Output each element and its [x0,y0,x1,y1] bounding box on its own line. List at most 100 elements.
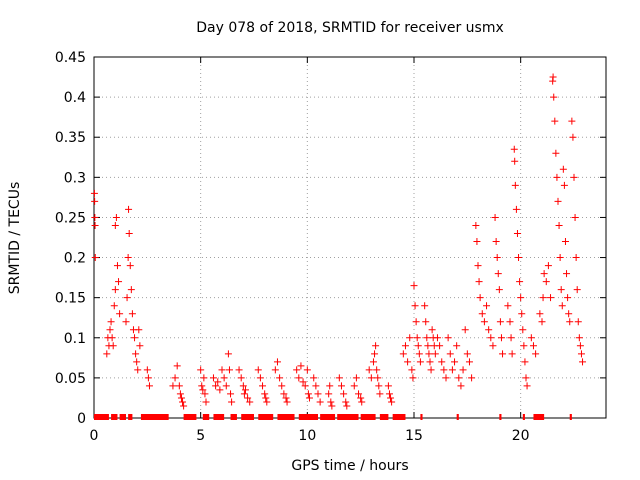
data-point [507,334,515,342]
data-point [91,221,99,229]
data-point [116,310,124,318]
data-point [335,374,343,382]
data-point [433,334,441,342]
data-point [564,294,572,302]
zero-value-markers [202,414,210,420]
data-point [343,402,351,410]
data-point [573,286,581,294]
grid [94,57,606,418]
data-point [325,390,333,398]
data-points [90,73,587,410]
data-point [171,374,179,382]
data-point [549,73,557,81]
data-point [240,390,248,398]
data-point [326,382,334,390]
data-point [487,334,495,342]
data-point [293,366,301,374]
data-point [448,366,456,374]
data-point [126,262,134,270]
data-point [371,350,379,358]
data-point [532,350,540,358]
data-point [123,294,131,302]
data-point [103,350,111,358]
data-point [111,286,119,294]
data-point [198,382,206,390]
data-point [199,386,207,394]
data-point [340,390,348,398]
data-point [544,262,552,270]
data-point [497,334,505,342]
data-point [283,398,291,406]
zero-value-markers [230,414,237,420]
data-point [90,189,98,197]
data-point [428,326,436,334]
y-tick-label: 0.45 [55,50,86,66]
data-point [511,181,519,189]
data-point [276,374,284,382]
data-point [571,213,579,221]
data-point [516,278,524,286]
data-point [559,165,567,173]
data-point [577,350,585,358]
y-tick-label: 0.3 [64,170,86,186]
data-point [222,382,230,390]
data-point [536,310,544,318]
data-point [478,310,486,318]
data-point [127,286,135,294]
data-point [563,270,571,278]
data-point [542,278,550,286]
zero-value-markers [420,414,423,420]
data-point [506,318,514,326]
data-point [173,362,181,370]
data-point [475,278,483,286]
data-point [511,157,519,165]
zero-value-markers [277,414,295,420]
data-point [132,350,140,358]
zero-value-markers [183,414,197,420]
data-point [518,310,526,318]
x-tick-label: 20 [512,428,530,444]
data-point [202,398,210,406]
data-point [570,173,578,181]
zero-value-markers [569,414,572,420]
data-point [358,398,366,406]
data-point [551,117,559,125]
data-point [357,394,365,402]
data-point [576,342,584,350]
data-point [372,342,380,350]
data-point [547,294,555,302]
zero-markers [94,414,572,420]
data-point [472,221,480,229]
data-point [485,326,493,334]
y-tick-label: 0.35 [55,130,86,146]
data-point [305,394,313,402]
y-tick-label: 0.1 [64,331,86,347]
x-tick-label: 5 [196,428,205,444]
data-point [408,366,416,374]
data-point [560,181,568,189]
data-point [109,342,117,350]
data-point [355,390,363,398]
data-point [399,350,407,358]
data-point [463,350,471,358]
data-point [423,334,431,342]
data-point [304,390,312,398]
data-point [555,221,563,229]
data-point [110,302,118,310]
data-point [282,394,290,402]
data-point [131,334,139,342]
data-point [565,310,573,318]
data-point [476,294,484,302]
data-point [388,398,396,406]
data-point [474,262,482,270]
axis-ticks: 0 5 10 15 20 0 0.05 0.1 0.15 0.2 0.25 0.3 0.35 0.4 0.4… [55,50,606,444]
data-point [374,374,382,382]
data-point [133,358,141,366]
data-point [169,382,177,390]
data-point [224,350,232,358]
data-point [404,358,412,366]
data-point [113,262,121,270]
data-point [480,318,488,326]
y-tick-label: 0.15 [55,291,86,307]
data-point [540,270,548,278]
